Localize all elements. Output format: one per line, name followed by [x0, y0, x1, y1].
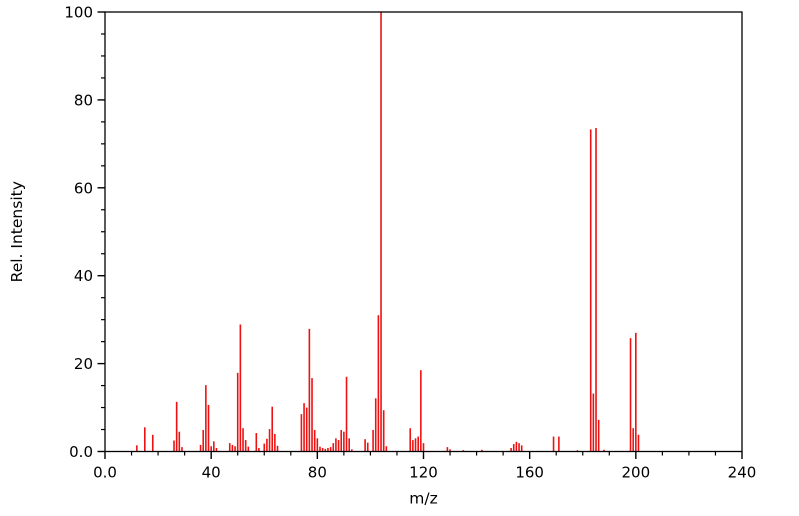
plot-frame	[104, 11, 743, 453]
x-tick-label: 200	[622, 464, 651, 482]
y-tick-label: 0.0	[69, 443, 93, 461]
y-tick-label: 100	[64, 4, 93, 22]
x-tick-label: 120	[409, 464, 438, 482]
spectrum-bars	[136, 12, 640, 452]
y-tick-label: 60	[74, 179, 93, 197]
x-tick-label: 160	[515, 464, 544, 482]
y-axis-label: Rel. Intensity	[8, 181, 26, 282]
x-axis-label: m/z	[409, 490, 437, 508]
x-tick-label: 0.0	[93, 464, 117, 482]
x-tick-label: 80	[308, 464, 327, 482]
x-axis: 0.0 40 80 120 160 200 240	[93, 451, 757, 482]
x-tick-label: 40	[202, 464, 221, 482]
y-tick-label: 40	[74, 267, 93, 285]
y-tick-label: 20	[74, 355, 93, 373]
x-tick-label: 240	[728, 464, 757, 482]
y-tick-label: 80	[74, 91, 93, 109]
y-axis: 0.0 20 40 60 80 100	[64, 4, 105, 461]
